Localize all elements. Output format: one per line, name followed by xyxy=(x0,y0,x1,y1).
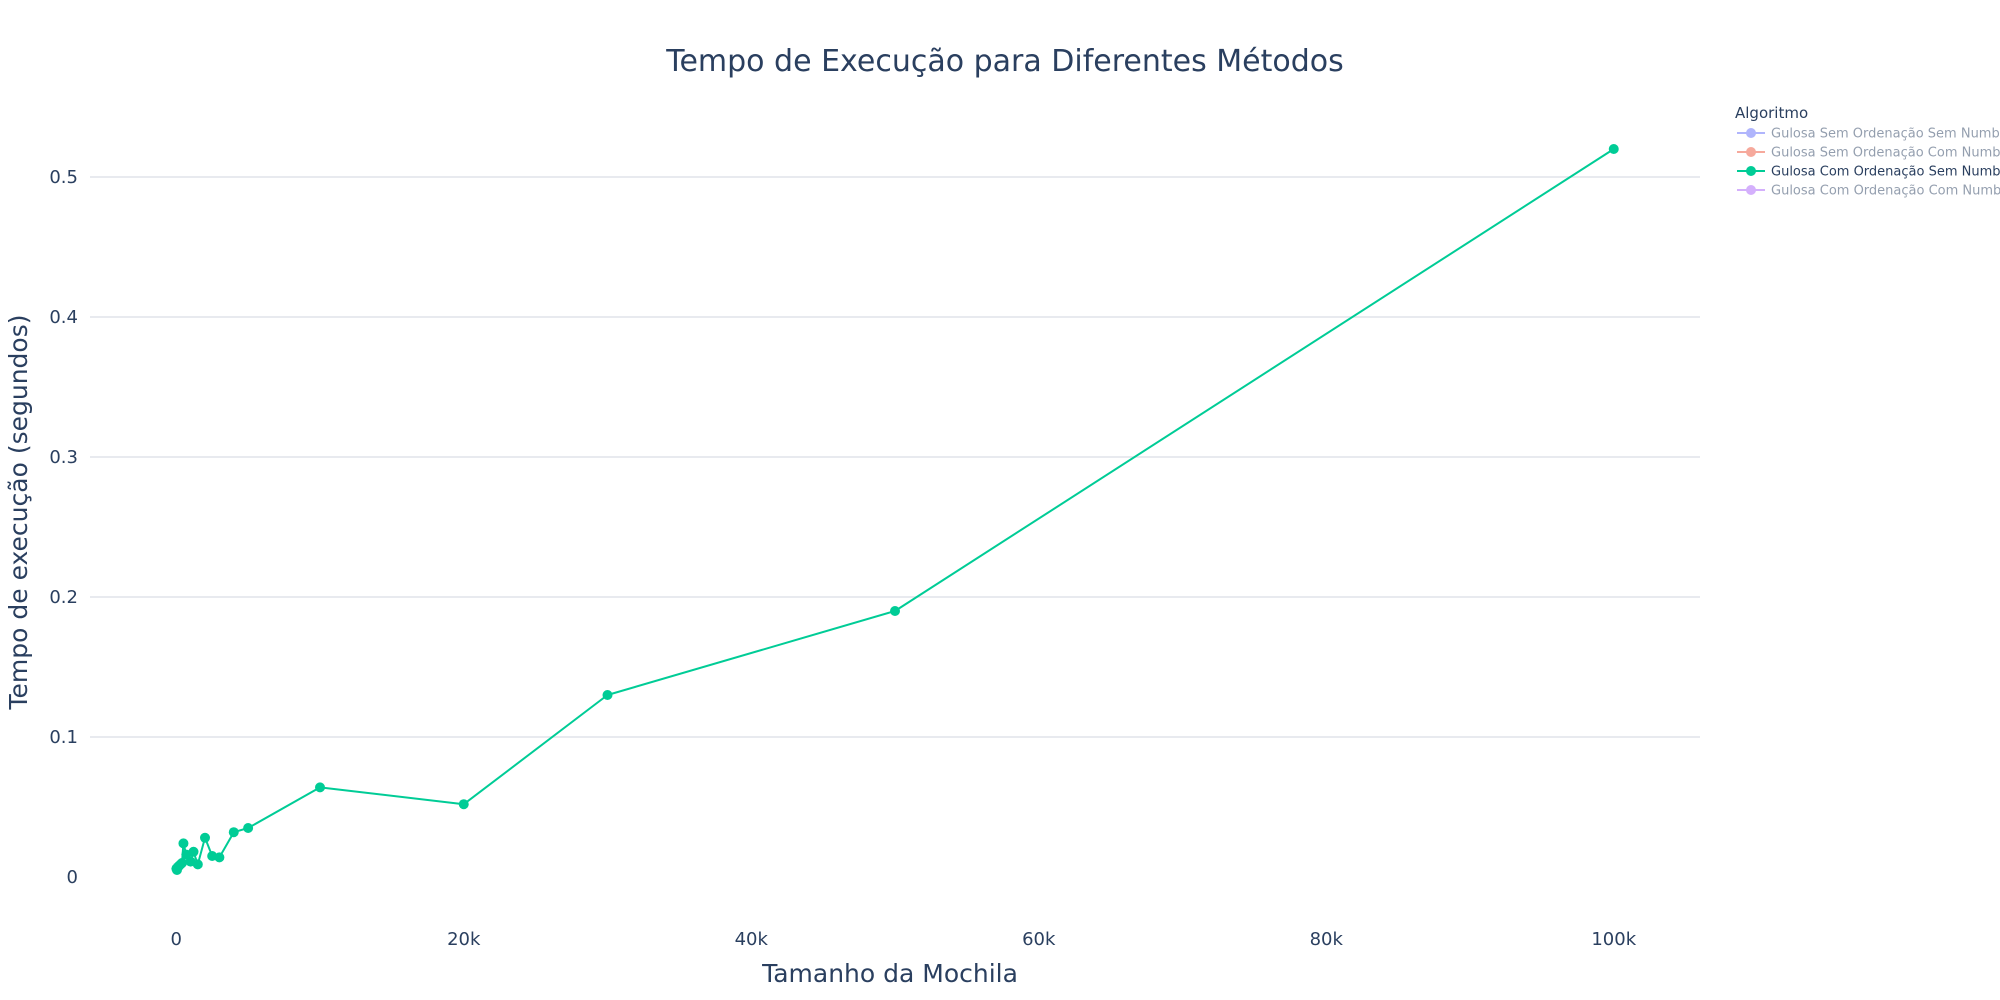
x-tick-label: 40k xyxy=(735,929,769,950)
data-point[interactable] xyxy=(214,852,225,863)
data-point[interactable] xyxy=(178,838,189,849)
data-point[interactable] xyxy=(177,858,187,868)
legend-swatch-marker xyxy=(1746,166,1756,176)
gridlines xyxy=(90,176,1700,738)
data-point[interactable] xyxy=(1608,144,1619,154)
y-tick-label: 0.1 xyxy=(49,727,78,748)
legend-title: Algoritmo xyxy=(1735,104,1808,122)
legend-item[interactable]: Gulosa Sem Ordenação Com Numba xyxy=(1737,146,2000,161)
legend-label: Gulosa Com Ordenação Sem Numba xyxy=(1771,165,2000,180)
series-layer xyxy=(171,144,1619,875)
x-tick-label: 60k xyxy=(1022,929,1056,950)
x-tick-label: 20k xyxy=(447,929,481,950)
y-tick-label: 0.4 xyxy=(49,307,78,328)
y-tick-label: 0.2 xyxy=(49,587,78,608)
legend-swatch-marker xyxy=(1746,147,1756,157)
x-tick-label: 100k xyxy=(1591,929,1636,950)
data-point[interactable] xyxy=(188,846,199,857)
data-point[interactable] xyxy=(315,782,325,793)
legend: Algoritmo Gulosa Sem Ordenação Sem Numba… xyxy=(1735,104,2000,199)
legend-item[interactable]: Gulosa Com Ordenação Sem Numba xyxy=(1737,165,2000,180)
legend-swatch-marker xyxy=(1746,128,1756,138)
legend-swatch-marker xyxy=(1746,185,1756,195)
y-tick-label: 0.3 xyxy=(49,447,78,468)
data-point[interactable] xyxy=(192,859,203,870)
y-axis-title: Tempo de execução (segundos) xyxy=(4,315,33,711)
legend-item[interactable]: Gulosa Sem Ordenação Sem Numba xyxy=(1737,127,2000,142)
series-0 xyxy=(171,144,1619,875)
y-axis-ticks: 0 0.1 0.2 0.3 0.4 0.5 xyxy=(49,167,78,888)
legend-item[interactable]: Gulosa Com Ordenação Com Numba xyxy=(1737,184,2000,199)
data-point[interactable] xyxy=(458,799,469,810)
data-point[interactable] xyxy=(200,832,210,843)
legend-label: Gulosa Sem Ordenação Sem Numba xyxy=(1771,127,2000,142)
x-tick-label: 0 xyxy=(171,929,182,950)
data-point[interactable] xyxy=(228,827,239,838)
y-tick-label: 0 xyxy=(67,867,78,888)
series-line xyxy=(175,148,1615,871)
chart-title: Tempo de Execução para Diferentes Método… xyxy=(665,44,1344,79)
legend-label: Gulosa Sem Ordenação Com Numba xyxy=(1771,146,2000,161)
x-axis-title: Tamanho da Mochila xyxy=(761,959,1018,988)
legend-label: Gulosa Com Ordenação Com Numba xyxy=(1771,184,2000,199)
x-axis-ticks: 0 20k 40k 60k 80k 100k xyxy=(171,929,1637,950)
data-point[interactable] xyxy=(243,823,254,833)
y-tick-label: 0.5 xyxy=(49,167,78,188)
data-point[interactable] xyxy=(890,606,900,616)
data-point[interactable] xyxy=(602,690,613,700)
x-tick-label: 80k xyxy=(1310,929,1344,950)
